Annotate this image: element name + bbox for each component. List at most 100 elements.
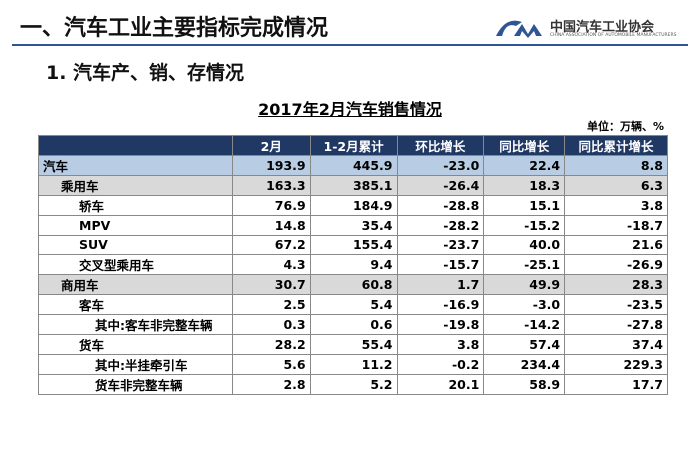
value-cell: -25.1	[483, 254, 566, 275]
row-label: 货车非完整车辆	[38, 374, 233, 395]
value-cell: 35.4	[309, 215, 398, 236]
header-cell: 同比累计增长	[564, 135, 668, 156]
value-cell: -0.2	[396, 354, 485, 375]
value-cell: 1.7	[396, 274, 485, 295]
value-cell: 0.3	[231, 314, 311, 335]
row-label: 货车	[38, 334, 233, 355]
row-label: 轿车	[38, 195, 233, 216]
value-cell: 18.3	[483, 175, 566, 196]
value-cell: -15.7	[396, 254, 485, 275]
value-cell: -16.9	[396, 294, 485, 315]
value-cell: 67.2	[231, 234, 311, 255]
row-label: MPV	[38, 215, 233, 236]
value-cell: -14.2	[483, 314, 566, 335]
value-cell: -23.5	[564, 294, 668, 315]
logo-mark	[496, 20, 542, 38]
value-cell: 0.6	[309, 314, 398, 335]
value-cell: -26.9	[564, 254, 668, 275]
section-title: 1. 汽车产、销、存情况	[46, 62, 245, 84]
value-cell: 76.9	[231, 195, 311, 216]
header-cell	[38, 135, 233, 156]
row-label: 汽车	[38, 155, 233, 176]
value-cell: 2.8	[231, 374, 311, 395]
value-cell: 5.6	[231, 354, 311, 375]
value-cell: 4.3	[231, 254, 311, 275]
value-cell: 22.4	[483, 155, 566, 176]
value-cell: 49.9	[483, 274, 566, 295]
value-cell: 5.4	[309, 294, 398, 315]
table-row: 其中:半挂牵引车 5.6 11.2 -0.2 234.4 229.3	[38, 354, 668, 375]
value-cell: 234.4	[483, 354, 566, 375]
table-row: 汽车 193.9 445.9 -23.0 22.4 8.8	[38, 155, 668, 176]
header-cell: 环比增长	[396, 135, 485, 156]
value-cell: -28.2	[396, 215, 485, 236]
value-cell: 15.1	[483, 195, 566, 216]
value-cell: 14.8	[231, 215, 311, 236]
table-row: 乘用车 163.3 385.1 -26.4 18.3 6.3	[38, 175, 668, 196]
value-cell: 9.4	[309, 254, 398, 275]
value-cell: 11.2	[309, 354, 398, 375]
table-row: MPV 14.8 35.4 -28.2 -15.2 -18.7	[38, 215, 668, 236]
value-cell: 55.4	[309, 334, 398, 355]
header-row: 2月 1-2月累计 环比增长 同比增长 同比累计增长	[38, 135, 668, 156]
unit-note: 单位：万辆、%	[586, 120, 664, 133]
value-cell: 21.6	[564, 234, 668, 255]
table-row: SUV 67.2 155.4 -23.7 40.0 21.6	[38, 234, 668, 255]
sales-table: 2月 1-2月累计 环比增长 同比增长 同比累计增长 汽车 193.9 445.9 -23.0…	[38, 135, 668, 395]
table-row: 客车 2.5 5.4 -16.9 -3.0 -23.5	[38, 294, 668, 315]
row-label: 商用车	[38, 274, 233, 295]
value-cell: -27.8	[564, 314, 668, 335]
row-label: 乘用车	[38, 175, 233, 196]
value-cell: 17.7	[564, 374, 668, 395]
value-cell: 229.3	[564, 354, 668, 375]
table-row: 交叉型乘用车 4.3 9.4 -15.7 -25.1 -26.9	[38, 254, 668, 275]
value-cell: 28.3	[564, 274, 668, 295]
value-cell: 155.4	[309, 234, 398, 255]
value-cell: 3.8	[396, 334, 485, 355]
value-cell: 163.3	[231, 175, 311, 196]
value-cell: 193.9	[231, 155, 311, 176]
value-cell: -15.2	[483, 215, 566, 236]
value-cell: -26.4	[396, 175, 485, 196]
logo: 中国汽车工业协会 CHINA ASSOCIATION OF AUTOMOBILE…	[492, 14, 692, 42]
value-cell: 8.8	[564, 155, 668, 176]
value-cell: 37.4	[564, 334, 668, 355]
title-rule	[12, 44, 688, 46]
row-label: 客车	[38, 294, 233, 315]
row-label: 其中:客车非完整车辆	[38, 314, 233, 335]
value-cell: 445.9	[309, 155, 398, 176]
table-row: 商用车 30.7 60.8 1.7 49.9 28.3	[38, 274, 668, 295]
value-cell: 2.5	[231, 294, 311, 315]
value-cell: -18.7	[564, 215, 668, 236]
value-cell: 28.2	[231, 334, 311, 355]
value-cell: 60.8	[309, 274, 398, 295]
value-cell: -3.0	[483, 294, 566, 315]
table-row: 其中:客车非完整车辆 0.3 0.6 -19.8 -14.2 -27.8	[38, 314, 668, 335]
value-cell: 5.2	[309, 374, 398, 395]
value-cell: 385.1	[309, 175, 398, 196]
value-cell: -19.8	[396, 314, 485, 335]
value-cell: 184.9	[309, 195, 398, 216]
header-cell: 1-2月累计	[309, 135, 398, 156]
value-cell: 20.1	[396, 374, 485, 395]
value-cell: -28.8	[396, 195, 485, 216]
logo-name: 中国汽车工业协会	[550, 20, 655, 35]
value-cell: -23.0	[396, 155, 485, 176]
table-row: 轿车 76.9 184.9 -28.8 15.1 3.8	[38, 195, 668, 216]
value-cell: 6.3	[564, 175, 668, 196]
value-cell: -23.7	[396, 234, 485, 255]
value-cell: 58.9	[483, 374, 566, 395]
logo-subtitle: CHINA ASSOCIATION OF AUTOMOBILE MANUFACT…	[550, 33, 677, 38]
slide-title: 一、汽车工业主要指标完成情况	[20, 16, 329, 41]
row-label: SUV	[38, 234, 233, 255]
header-cell: 同比增长	[483, 135, 566, 156]
value-cell: 30.7	[231, 274, 311, 295]
header-cell: 2月	[231, 135, 311, 156]
value-cell: 57.4	[483, 334, 566, 355]
table-row: 货车 28.2 55.4 3.8 57.4 37.4	[38, 334, 668, 355]
value-cell: 3.8	[564, 195, 668, 216]
row-label: 其中:半挂牵引车	[38, 354, 233, 375]
table-title: 2017年2月汽车销售情况	[258, 100, 442, 119]
row-label: 交叉型乘用车	[38, 254, 233, 275]
